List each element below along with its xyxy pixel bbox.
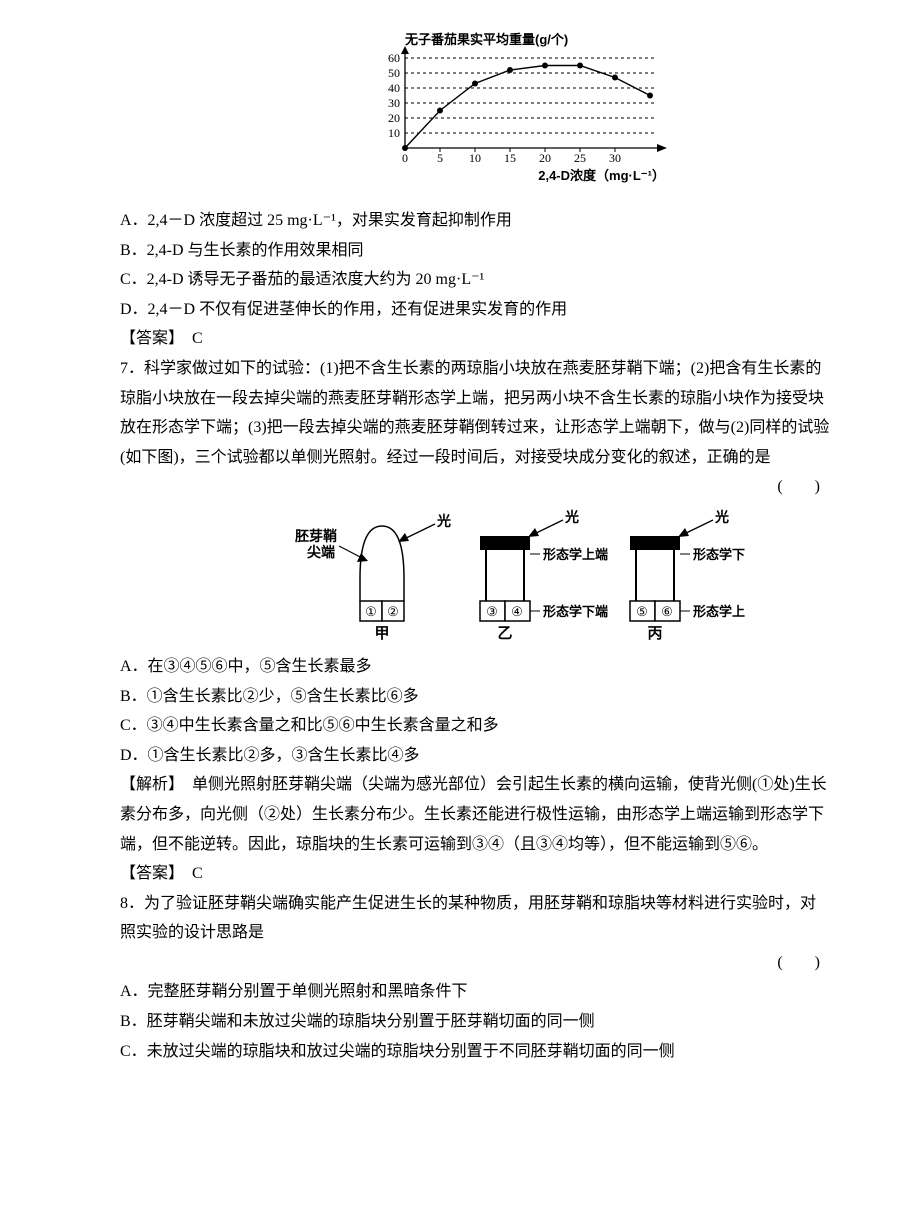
svg-text:20: 20: [539, 151, 551, 165]
svg-text:60: 60: [388, 51, 400, 65]
chart-svg: 无子番茄果实平均重量(g/个) 10 20 30 40 5: [355, 30, 685, 200]
svg-text:形态学下端: 形态学下端: [543, 604, 608, 619]
svg-text:20: 20: [388, 111, 400, 125]
svg-text:②: ②: [387, 604, 399, 619]
svg-text:胚芽鞘: 胚芽鞘: [295, 528, 337, 544]
svg-text:25: 25: [574, 151, 586, 165]
svg-text:①: ①: [365, 604, 377, 619]
q7-paren: ( ): [120, 472, 830, 502]
svg-text:0: 0: [402, 151, 408, 165]
q7-option-b: B．①含生长素比②少，⑤含生长素比⑥多: [120, 682, 830, 712]
svg-text:15: 15: [504, 151, 516, 165]
y-axis-arrow: [401, 46, 409, 54]
svg-text:⑥: ⑥: [661, 604, 673, 619]
svg-text:30: 30: [609, 151, 621, 165]
svg-text:丙: 丙: [647, 625, 662, 642]
q6-answer: 【答案】 C: [120, 324, 830, 354]
svg-text:乙: 乙: [497, 625, 512, 642]
q7-explain: 【解析】 单侧光照射胚芽鞘尖端（尖端为感光部位）会引起生长素的横向运输，使背光侧…: [120, 770, 830, 859]
svg-text:光: 光: [714, 509, 729, 525]
svg-text:30: 30: [388, 96, 400, 110]
group-bing: ⑤ ⑥ 光 形态学下端 形态学上端 丙: [630, 509, 745, 642]
x-axis-arrow: [657, 144, 667, 152]
svg-text:形态学下端: 形态学下端: [693, 547, 745, 562]
q7-diagram-svg: 光 胚芽鞘 尖端 ① ② 甲: [265, 506, 745, 646]
svg-text:尖端: 尖端: [307, 544, 335, 560]
svg-text:⑤: ⑤: [636, 604, 648, 619]
q7-option-a: A．在③④⑤⑥中，⑤含生长素最多: [120, 652, 830, 682]
x-axis-label: 2,4-D浓度（mg·L⁻¹）: [538, 168, 665, 183]
svg-text:形态学上端: 形态学上端: [693, 604, 745, 619]
svg-text:甲: 甲: [374, 625, 389, 642]
chart-title: 无子番茄果实平均重量(g/个): [404, 32, 568, 47]
group-jia: 光 胚芽鞘 尖端 ① ② 甲: [295, 513, 451, 642]
q8-option-a: A．完整胚芽鞘分别置于单侧光照射和黑暗条件下: [120, 977, 830, 1007]
x-ticklabels: 0 5 10 15 20 25 30: [402, 151, 621, 165]
q6-option-d: D．2,4－D 不仅有促进茎伸长的作用，还有促进果实发育的作用: [120, 295, 830, 325]
svg-text:光: 光: [436, 513, 451, 529]
svg-text:光: 光: [564, 509, 579, 525]
q7-stem: 7．科学家做过如下的试验：(1)把不含生长素的两琼脂小块放在燕麦胚芽鞘下端；(2…: [120, 354, 830, 472]
svg-text:40: 40: [388, 81, 400, 95]
data-markers: [402, 63, 653, 152]
y-ticklabels: 10 20 30 40 50 60: [388, 51, 400, 140]
chart-tomato-weight: 无子番茄果实平均重量(g/个) 10 20 30 40 5: [120, 30, 830, 200]
q8-option-c: C．未放过尖端的琼脂块和放过尖端的琼脂块分别置于不同胚芽鞘切面的同一侧: [120, 1037, 830, 1067]
svg-text:③: ③: [486, 604, 498, 619]
q8-paren: ( ): [120, 948, 830, 978]
q7-answer: 【答案】 C: [120, 859, 830, 889]
svg-text:10: 10: [388, 126, 400, 140]
svg-text:④: ④: [511, 604, 523, 619]
q7-option-d: D．①含生长素比②多，③含生长素比④多: [120, 741, 830, 771]
svg-text:50: 50: [388, 66, 400, 80]
q6-option-c: C．2,4-D 诱导无子番茄的最适浓度大约为 20 mg·L⁻¹: [120, 265, 830, 295]
svg-text:形态学上端: 形态学上端: [543, 547, 608, 562]
svg-text:10: 10: [469, 151, 481, 165]
svg-text:5: 5: [437, 151, 443, 165]
group-yi: ③ ④ 光 形态学上端 形态学下端 乙: [480, 509, 608, 642]
y-gridlines: [405, 58, 655, 133]
q8-stem: 8．为了验证胚芽鞘尖端确实能产生促进生长的某种物质，用胚芽鞘和琼脂块等材料进行实…: [120, 889, 830, 948]
q8-option-b: B．胚芽鞘尖端和未放过尖端的琼脂块分别置于胚芽鞘切面的同一侧: [120, 1007, 830, 1037]
q7-option-c: C．③④中生长素含量之和比⑤⑥中生长素含量之和多: [120, 711, 830, 741]
q6-option-a: A．2,4－D 浓度超过 25 mg·L⁻¹，对果实发育起抑制作用: [120, 206, 830, 236]
q7-diagram: 光 胚芽鞘 尖端 ① ② 甲: [120, 506, 830, 646]
q6-option-b: B．2,4-D 与生长素的作用效果相同: [120, 236, 830, 266]
